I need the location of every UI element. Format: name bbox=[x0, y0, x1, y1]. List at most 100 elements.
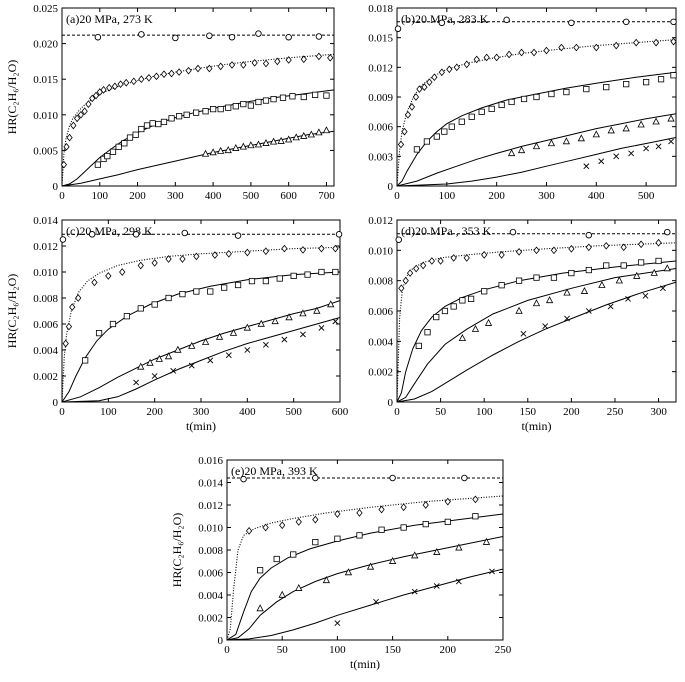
circle-point bbox=[285, 33, 292, 41]
diamond-point bbox=[193, 252, 200, 261]
diamond-point bbox=[585, 243, 592, 252]
diamond-point bbox=[244, 248, 251, 257]
circle-point bbox=[94, 33, 102, 41]
fit-curve-diamond bbox=[397, 242, 676, 402]
diamond-point bbox=[137, 261, 144, 270]
square-point bbox=[332, 268, 339, 276]
square-point bbox=[138, 125, 145, 133]
square-point bbox=[240, 101, 247, 108]
diamond-point bbox=[119, 268, 126, 276]
x-point bbox=[625, 295, 631, 302]
fit-curve-triangle bbox=[397, 268, 676, 402]
diamond-point bbox=[165, 255, 172, 263]
square-point bbox=[176, 113, 183, 120]
diamond-point bbox=[299, 246, 307, 254]
x-point bbox=[170, 367, 177, 374]
y-tick-label: 0.003 bbox=[368, 151, 393, 163]
diamond-point bbox=[463, 60, 470, 69]
diamond-point bbox=[91, 278, 98, 287]
square-point bbox=[488, 105, 495, 112]
x-tick-label: 50 bbox=[435, 406, 447, 418]
x-tick-label: 600 bbox=[332, 406, 349, 418]
triangle-point bbox=[547, 139, 556, 147]
diamond-point bbox=[450, 254, 457, 262]
y-tick-label: 0.016 bbox=[198, 455, 223, 467]
circle-point bbox=[255, 30, 262, 37]
fit-curve-x bbox=[62, 317, 340, 402]
circle-point bbox=[670, 18, 677, 26]
triangle-point bbox=[254, 140, 263, 148]
diamond-point bbox=[472, 495, 479, 504]
diamond-point bbox=[652, 38, 660, 47]
triangle-point bbox=[256, 604, 264, 612]
fit-curve-triangle bbox=[397, 113, 676, 186]
y-tick-label: 0.002 bbox=[33, 371, 58, 383]
x-tick-label: 400 bbox=[205, 190, 222, 202]
x-point bbox=[564, 315, 570, 322]
triangle-point bbox=[278, 590, 286, 598]
square-point bbox=[583, 85, 590, 93]
y-tick-label: 0 bbox=[218, 635, 224, 647]
diamond-point bbox=[558, 43, 565, 52]
circle-point bbox=[585, 231, 593, 239]
x-point bbox=[332, 318, 339, 325]
y-tick-label: 0.006 bbox=[198, 568, 223, 580]
square-point bbox=[481, 288, 488, 295]
triangle-point bbox=[458, 334, 467, 342]
diamond-point bbox=[398, 284, 405, 293]
square-point bbox=[623, 81, 630, 88]
square-point bbox=[603, 262, 610, 269]
square-point bbox=[137, 305, 144, 312]
square-point bbox=[179, 290, 186, 298]
square-point bbox=[155, 120, 162, 128]
diamond-point bbox=[65, 322, 73, 331]
diamond-point bbox=[505, 50, 513, 59]
triangle-point bbox=[515, 306, 523, 314]
square-point bbox=[444, 518, 451, 525]
triangle-point bbox=[598, 280, 606, 288]
diamond-point bbox=[105, 272, 112, 280]
y-tick-label: 0.025 bbox=[33, 3, 58, 15]
triangle-point bbox=[344, 568, 353, 576]
square-point bbox=[356, 532, 363, 539]
fit-curve-triangle bbox=[227, 536, 503, 640]
square-point bbox=[323, 92, 330, 99]
square-point bbox=[334, 535, 341, 542]
y-tick-label: 0 bbox=[53, 181, 59, 193]
circle-point bbox=[664, 228, 671, 236]
x-point bbox=[489, 568, 495, 575]
panel-title: (a)20 MPa, 273 K bbox=[66, 12, 153, 26]
diamond-point bbox=[262, 247, 269, 256]
x-point bbox=[668, 138, 674, 145]
x-point bbox=[151, 373, 158, 379]
y-tick-label: 0.004 bbox=[198, 590, 223, 602]
x-point bbox=[585, 308, 592, 314]
y-tick-label: 0.012 bbox=[198, 500, 223, 512]
diamond-point bbox=[481, 251, 488, 259]
square-point bbox=[82, 357, 89, 364]
triangle-point bbox=[201, 337, 210, 345]
diamond-point bbox=[408, 103, 416, 111]
square-point bbox=[290, 551, 297, 558]
diamond-point bbox=[194, 64, 202, 73]
diamond-point bbox=[428, 257, 435, 265]
x-tick-label: 100 bbox=[100, 406, 117, 418]
diamond-point bbox=[75, 294, 82, 302]
square-point bbox=[638, 259, 645, 266]
square-point bbox=[458, 118, 465, 125]
square-point bbox=[563, 88, 570, 96]
circle-point bbox=[234, 232, 242, 239]
circle-point bbox=[461, 474, 468, 482]
triangle-point bbox=[633, 271, 641, 279]
diamond-point bbox=[160, 70, 168, 79]
diamond-point bbox=[73, 114, 81, 123]
x-tick-label: 400 bbox=[239, 406, 256, 418]
y-tick-label: 0.008 bbox=[33, 293, 58, 305]
diamond-point bbox=[530, 48, 538, 57]
diamond-point bbox=[620, 243, 627, 252]
x-tick-label: 0 bbox=[59, 406, 65, 418]
diamond-point bbox=[228, 61, 236, 69]
y-axis-label: HR(C₂H₆/H₂O) bbox=[5, 274, 19, 349]
triangle-point bbox=[532, 299, 541, 307]
triangle-point bbox=[307, 130, 315, 138]
